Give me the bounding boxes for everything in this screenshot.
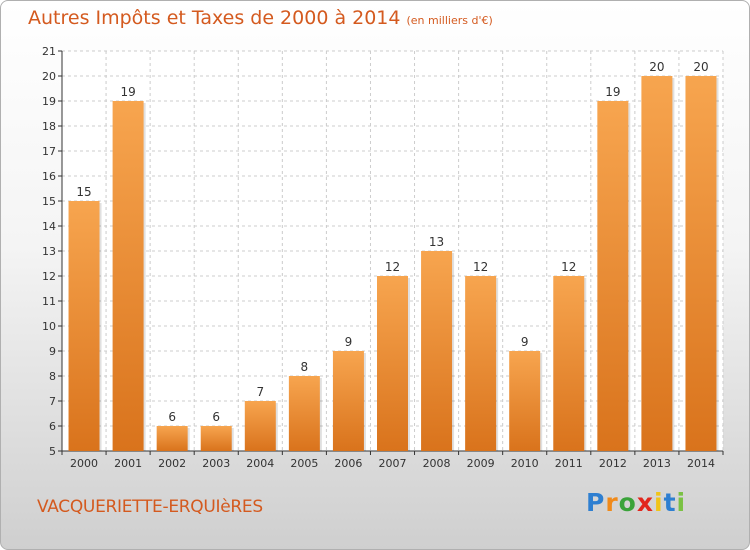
- commune-name: VACQUERIETTE-ERQUIèRES: [37, 497, 263, 517]
- y-tick-label: 11: [42, 295, 56, 308]
- logo-letter: P: [586, 488, 606, 517]
- y-tick-label: 19: [42, 95, 56, 108]
- bar-2012[interactable]: [597, 101, 629, 451]
- bar-2005[interactable]: [288, 376, 320, 451]
- logo-letter: i: [654, 488, 664, 517]
- data-label: 13: [429, 235, 444, 249]
- bar-2007[interactable]: [377, 276, 408, 451]
- x-tick-label: 2007: [379, 457, 407, 470]
- data-labels: 15 19 6 6 7 8 9 12 13 12 9 12 19 20 20: [76, 60, 708, 424]
- y-tick-label: 15: [42, 195, 56, 208]
- bar-2010[interactable]: [509, 351, 541, 451]
- bar-2004[interactable]: [244, 401, 276, 451]
- data-label: 20: [693, 60, 708, 74]
- logo-letter: x: [636, 488, 654, 517]
- data-label: 8: [301, 360, 309, 374]
- bar-2014[interactable]: [685, 76, 717, 451]
- bar-2011[interactable]: [553, 276, 585, 451]
- bar-2013[interactable]: [641, 76, 673, 451]
- data-label: 7: [256, 385, 264, 399]
- y-tick-label: 21: [42, 45, 56, 58]
- x-tick-label: 2012: [599, 457, 627, 470]
- chart-subtitle: (en milliers d'€): [406, 14, 493, 27]
- x-tick-label: 2013: [643, 457, 671, 470]
- y-tick-label: 12: [42, 270, 56, 283]
- x-tick-label: 2014: [687, 457, 715, 470]
- bar-2001[interactable]: [112, 101, 144, 451]
- y-tick-label: 5: [49, 445, 56, 458]
- y-tick-label: 6: [49, 420, 56, 433]
- data-label: 9: [345, 335, 353, 349]
- logo-letter: i: [676, 488, 687, 517]
- x-tick-label: 2001: [114, 457, 142, 470]
- x-tick-label: 2006: [334, 457, 362, 470]
- x-tick-label: 2009: [467, 457, 495, 470]
- x-tick-label: 2000: [70, 457, 98, 470]
- x-tick-label: 2002: [158, 457, 186, 470]
- y-tick-label: 16: [42, 170, 56, 183]
- y-tick-label: 20: [42, 70, 56, 83]
- y-tick-label: 14: [42, 220, 56, 233]
- logo-letter: o: [618, 488, 637, 517]
- bar-chart: 5 6 7 8 9 10 11 12 13 14 15 16 17 18 19 20 21 2000 2001 200…: [42, 45, 724, 470]
- data-label: 6: [168, 410, 176, 424]
- y-tick-label: 17: [42, 145, 56, 158]
- bar-2000[interactable]: [68, 201, 100, 451]
- data-label: 20: [649, 60, 664, 74]
- y-tick-label: 9: [49, 345, 56, 358]
- x-tick-label: 2004: [246, 457, 274, 470]
- proxiti-logo[interactable]: Proxiti: [586, 488, 686, 517]
- bar-2003[interactable]: [200, 426, 232, 451]
- x-tick-label: 2010: [511, 457, 539, 470]
- data-label: 15: [76, 185, 91, 199]
- chart-title: Autres Impôts et Taxes de 2000 à 2014 (en…: [28, 7, 493, 29]
- y-tick-label: 18: [42, 120, 56, 133]
- data-label: 9: [521, 335, 529, 349]
- bar-2009[interactable]: [465, 276, 497, 451]
- data-label: 12: [385, 260, 400, 274]
- x-tick-label: 2008: [423, 457, 451, 470]
- bar-2008[interactable]: [421, 251, 453, 451]
- x-tick-label: 2011: [555, 457, 583, 470]
- logo-letter: t: [663, 488, 677, 517]
- logo-letter: r: [605, 488, 619, 517]
- x-tick-label: 2005: [290, 457, 318, 470]
- data-label: 19: [120, 85, 135, 99]
- data-label: 12: [561, 260, 576, 274]
- y-tick-label: 8: [49, 370, 56, 383]
- bar-2006[interactable]: [332, 351, 364, 451]
- x-tick-label: 2003: [202, 457, 230, 470]
- y-tick-label: 13: [42, 245, 56, 258]
- data-label: 12: [473, 260, 488, 274]
- data-label: 19: [605, 85, 620, 99]
- data-label: 6: [212, 410, 220, 424]
- bars: [68, 76, 719, 451]
- y-tick-label: 7: [49, 395, 56, 408]
- bar-2002[interactable]: [156, 426, 188, 451]
- y-tick-label: 10: [42, 320, 56, 333]
